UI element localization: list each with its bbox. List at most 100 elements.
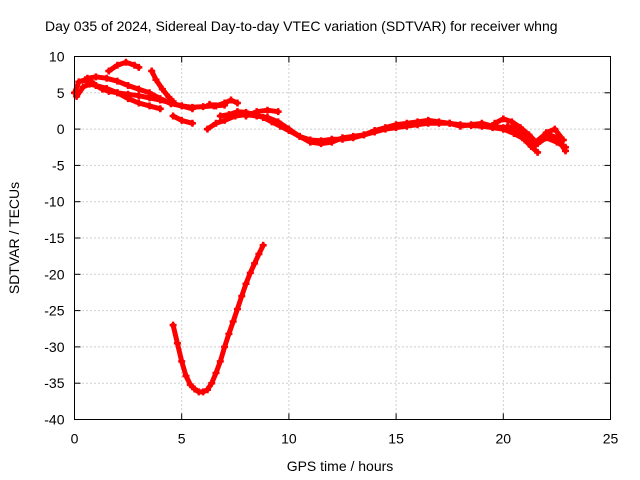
data-point [233,305,241,313]
data-point [233,108,241,116]
data-point [349,132,357,140]
data-point [156,105,164,113]
data-point [135,99,143,107]
data-point [253,108,261,116]
data-point [83,74,91,82]
x-tick-label: 10 [281,431,297,447]
data-point [178,116,186,124]
data-point [169,321,177,329]
y-tick-label: 0 [57,121,65,137]
data-point [135,85,143,93]
data-point [381,124,389,132]
data-point [242,112,250,120]
data-point [371,127,379,135]
data-point [148,67,156,75]
data-point [478,119,486,127]
data-point [512,125,520,133]
data-point [403,119,411,127]
data-point [328,138,336,146]
data-point [251,259,259,267]
data-point [103,84,111,92]
data-point [122,58,130,66]
data-point [561,147,569,155]
y-tick-label: 5 [57,85,65,101]
y-tick-label: -35 [44,375,64,391]
data-point [92,82,100,90]
data-point [233,99,241,107]
data-point [242,280,250,288]
data-point [212,102,220,110]
data-point [227,96,235,104]
data-point [225,330,233,338]
data-point [446,119,454,127]
data-point [165,93,173,101]
data-point [221,116,229,124]
data-point [186,381,194,389]
x-tick-label: 5 [178,431,186,447]
data-point [424,116,432,124]
data-point [268,118,276,126]
data-point [296,132,304,140]
y-tick-label: -25 [44,303,64,319]
data-point [246,269,254,277]
data-point [199,388,207,396]
data-point [504,122,512,130]
series-arc-mid-3 [243,107,281,119]
data-point [542,129,550,137]
data-point [203,125,211,133]
data-point [75,78,83,86]
data-point [508,118,516,126]
data-point [146,102,154,110]
data-point [191,385,199,393]
data-point [435,118,443,126]
data-point [229,317,237,325]
data-point [113,89,121,97]
data-point [182,372,190,380]
data-point [212,369,220,377]
data-point [225,111,233,119]
axis-ticks: 0 5 10 15 20 25 10 5 0 -5 -10 -15 -20 -25 -30 -35 -40 [44,49,618,447]
data-point [259,241,267,249]
data-point [173,339,181,347]
x-axis-label: GPS time / hours [287,458,394,474]
data-point [156,95,164,103]
data-point [188,119,196,127]
data-point [551,125,559,133]
data-point [206,100,214,108]
data-point [534,140,542,148]
data-point [467,121,475,129]
grid [74,56,611,420]
data-point [178,357,186,365]
data-point [259,113,267,121]
data-point [105,67,113,75]
plot-frame [74,56,611,420]
data-point [124,82,132,90]
x-tick-label: 25 [603,431,619,447]
x-tick-label: 20 [496,431,512,447]
y-tick-label: -10 [44,194,64,210]
data-point [238,292,246,300]
y-tick-label: -20 [44,266,64,282]
data-point [216,112,224,120]
y-tick-label: -40 [44,412,64,428]
x-tick-label: 15 [388,431,404,447]
data-point [203,386,211,394]
data-point [146,89,154,97]
data-point [521,136,529,144]
data-point [169,112,177,120]
y-tick-label: -5 [52,157,65,173]
data-point [339,134,346,142]
data-point [306,138,314,146]
data-point [491,119,499,127]
data-point [499,115,507,123]
data-point [274,108,282,116]
data-point [263,106,271,114]
data-point [285,127,293,135]
data-point [135,92,143,100]
data-series [71,58,569,396]
data-point [79,83,87,91]
data-point [559,136,567,144]
series-arc-main-2 [74,81,163,112]
data-point [178,102,186,110]
